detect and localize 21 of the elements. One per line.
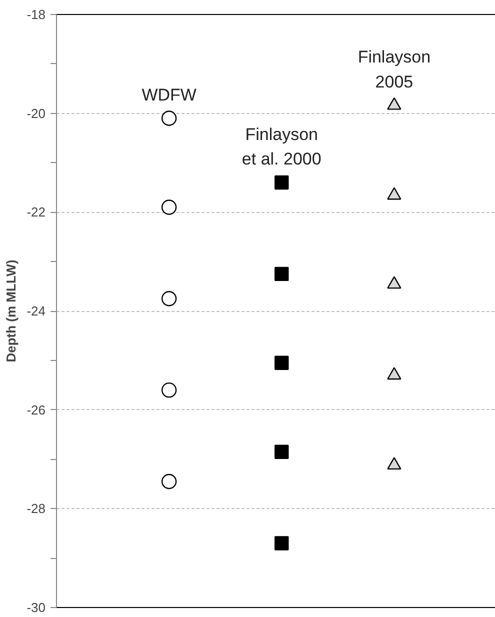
point [161, 382, 177, 398]
y-tick-label: -22 [26, 204, 46, 220]
series-label: WDFW [142, 85, 196, 104]
y-axis-title: Depth (m MLLW) [4, 260, 19, 362]
y-tick-label: -28 [26, 501, 46, 516]
point [161, 474, 177, 490]
point [161, 200, 177, 215]
series-label: Finlayson 2005 [358, 48, 431, 92]
point [274, 356, 289, 370]
point [274, 536, 289, 550]
y-tick-label: -26 [26, 402, 46, 418]
point [161, 110, 177, 126]
point [161, 291, 177, 306]
y-tick-label: -18 [26, 7, 46, 22]
series-label: Finlayson et al. 2000 [242, 124, 322, 169]
y-tick-label: -24 [26, 304, 46, 318]
point [274, 266, 289, 282]
point [274, 175, 289, 190]
point [274, 444, 289, 459]
y-tick-label: -20 [26, 106, 46, 121]
y-tick-label: -30 [26, 600, 46, 615]
